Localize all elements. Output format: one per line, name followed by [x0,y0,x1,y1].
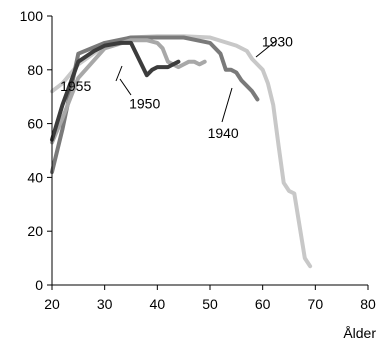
annotation-leader [221,87,233,123]
x-tick-label: 50 [202,296,218,312]
x-tick-label: 70 [308,296,324,312]
annotation-leader [115,65,123,82]
x-tick-label: 80 [360,296,376,312]
y-tick-label: 60 [27,116,43,132]
series-line-1940 [50,35,260,174]
series-label-1955: 1955 [60,78,91,94]
series-lines [50,34,313,269]
series-annotations: 1930 1940 1950 1955 [60,34,293,141]
series-label-1930: 1930 [262,34,293,50]
x-ticks: 20 30 40 50 60 70 80 [44,285,376,312]
series-line-1955 [50,40,181,142]
y-ticks: 0 20 40 60 80 100 [20,8,52,293]
x-tick-label: 40 [150,296,166,312]
x-tick-label: 30 [97,296,113,312]
y-tick-label: 100 [20,8,44,24]
series-label-1950: 1950 [129,95,160,111]
y-tick-label: 40 [27,169,43,185]
x-tick-label: 20 [44,296,60,312]
series-line-1950 [50,38,207,145]
y-tick-label: 20 [27,223,43,239]
y-tick-label: 0 [35,277,43,293]
y-tick-label: 80 [27,62,43,78]
series-line-1930 [50,34,313,269]
x-tick-label: 60 [255,296,271,312]
series-label-1940: 1940 [208,125,239,141]
annotation-leaders [115,39,278,123]
annotation-leader [255,39,278,58]
annotation-leader [119,78,132,96]
x-axis-title: Ålder [343,325,376,341]
